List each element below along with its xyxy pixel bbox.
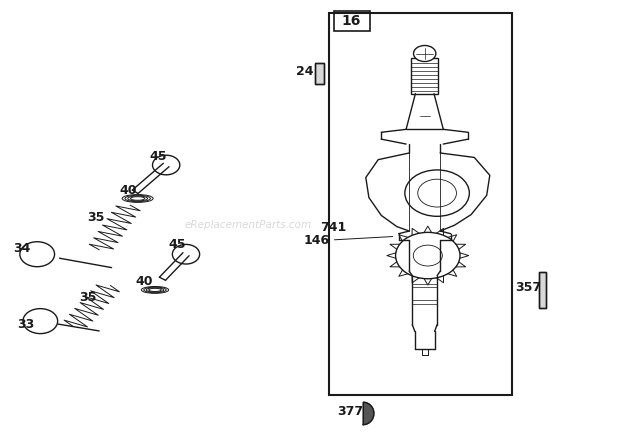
Circle shape — [396, 232, 460, 279]
Ellipse shape — [131, 197, 145, 200]
Circle shape — [414, 45, 436, 62]
Text: 34: 34 — [14, 242, 31, 255]
Text: 16: 16 — [342, 14, 361, 28]
Text: 45: 45 — [169, 238, 186, 251]
Text: 45: 45 — [149, 149, 167, 163]
Ellipse shape — [149, 288, 161, 292]
Bar — [315, 63, 324, 84]
Ellipse shape — [146, 288, 164, 292]
Bar — [334, 11, 370, 31]
Ellipse shape — [128, 196, 148, 201]
Text: 24: 24 — [296, 65, 314, 78]
Circle shape — [405, 170, 469, 216]
Circle shape — [153, 155, 180, 175]
Ellipse shape — [125, 195, 151, 202]
Bar — [539, 272, 546, 308]
Ellipse shape — [122, 194, 153, 202]
Text: 741: 741 — [321, 221, 347, 234]
Ellipse shape — [141, 286, 169, 293]
Bar — [411, 58, 438, 94]
Polygon shape — [363, 402, 374, 425]
Bar — [539, 272, 546, 308]
Circle shape — [418, 179, 456, 207]
Circle shape — [172, 244, 200, 264]
Bar — [329, 13, 512, 395]
Text: 146: 146 — [303, 234, 329, 248]
Text: 35: 35 — [79, 291, 97, 305]
Circle shape — [20, 242, 55, 267]
Circle shape — [414, 245, 442, 266]
Ellipse shape — [144, 287, 166, 293]
Text: 40: 40 — [119, 184, 136, 198]
Text: 357: 357 — [515, 281, 541, 294]
Text: eReplacementParts.com: eReplacementParts.com — [184, 220, 312, 230]
Bar — [315, 63, 324, 84]
Text: 377: 377 — [337, 405, 363, 418]
Text: 35: 35 — [87, 211, 105, 224]
Text: 40: 40 — [136, 275, 153, 289]
Text: 33: 33 — [17, 318, 35, 331]
Circle shape — [23, 309, 58, 334]
